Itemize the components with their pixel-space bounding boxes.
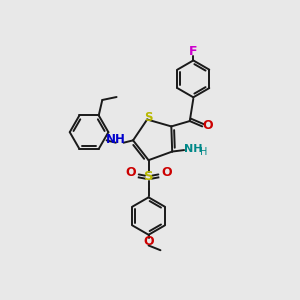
Text: O: O xyxy=(161,166,172,179)
Text: O: O xyxy=(202,119,213,132)
Text: S: S xyxy=(144,111,153,124)
Text: S: S xyxy=(144,170,153,183)
Text: NH: NH xyxy=(106,133,126,146)
Text: O: O xyxy=(143,235,154,248)
Text: F: F xyxy=(189,45,198,58)
Text: O: O xyxy=(125,166,136,179)
Text: NH: NH xyxy=(184,144,202,154)
Text: H: H xyxy=(200,148,208,158)
